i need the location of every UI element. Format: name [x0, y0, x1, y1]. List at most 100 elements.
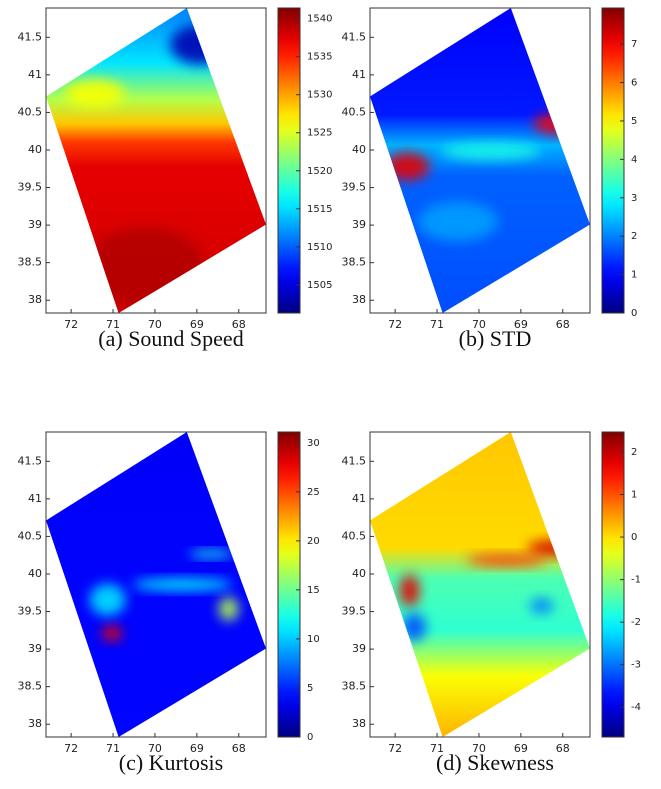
- x-tick-label: 68: [556, 742, 570, 755]
- colorbar-tick-label: 4: [631, 154, 637, 165]
- x-tick-label: 71: [430, 742, 444, 755]
- y-tick-label: 39.5: [18, 605, 43, 618]
- x-tick-label: 69: [190, 742, 204, 755]
- colorbar-tick-label: 1505: [307, 280, 332, 291]
- field: [370, 432, 590, 737]
- y-tick-label: 38: [352, 717, 366, 730]
- field-feature: [218, 596, 239, 621]
- y-tick-label: 41: [352, 492, 366, 505]
- field-feature: [102, 625, 122, 642]
- caption: (b) STD: [459, 326, 532, 351]
- x-tick-label: 71: [106, 318, 120, 331]
- field-feature: [189, 550, 233, 558]
- colorbar-tick-label: 1515: [307, 204, 332, 215]
- colorbar-tick-label: 5: [631, 116, 637, 127]
- colorbar-tick-label: -2: [631, 617, 641, 628]
- colorbar-tick-label: 1520: [307, 166, 332, 177]
- colorbar-tick-label: 1510: [307, 242, 332, 253]
- y-tick-label: 38.5: [18, 680, 43, 693]
- y-tick-label: 40.5: [18, 105, 43, 118]
- colorbar-tick-label: -1: [631, 575, 641, 586]
- colorbar-tick-label: 2: [631, 231, 637, 242]
- panel: 72 71 70 69 68 38 38.5 39 39.5 40 40.5 41 41.5 -4 -3 -2…: [342, 431, 641, 775]
- colorbar-tick-label: 1535: [307, 52, 332, 63]
- x-tick-label: 71: [430, 318, 444, 331]
- y-tick-label: 39: [28, 218, 42, 231]
- panel: 72 71 70 69 68 38 38.5 39 39.5 40 40.5 41 41.5 0 5 10 15…: [18, 431, 320, 775]
- field: [46, 8, 266, 313]
- y-tick-label: 41: [28, 68, 42, 81]
- x-tick-label: 72: [64, 742, 78, 755]
- colorbar: [277, 431, 301, 738]
- y-tick-label: 41.5: [18, 454, 43, 467]
- y-tick-label: 39: [352, 218, 366, 231]
- y-tick-label: 39.5: [18, 181, 43, 194]
- colorbar: [277, 7, 301, 314]
- field-feature: [466, 554, 547, 567]
- field-feature: [85, 227, 205, 308]
- colorbar-tick-label: 10: [307, 634, 320, 645]
- colorbar-tick-label: 0: [307, 732, 313, 743]
- field-feature: [170, 24, 230, 65]
- colorbar-tick-label: 20: [307, 536, 320, 547]
- colorbar-tick-label: 25: [307, 487, 320, 498]
- colorbar-tick-label: 15: [307, 585, 320, 596]
- x-tick-label: 69: [190, 318, 204, 331]
- x-tick-label: 72: [388, 742, 402, 755]
- y-tick-label: 40.5: [18, 529, 43, 542]
- colorbar-tick-label: 7: [631, 39, 637, 50]
- y-tick-label: 40: [28, 567, 42, 580]
- x-tick-label: 71: [106, 742, 120, 755]
- field-feature: [527, 539, 587, 556]
- y-tick-label: 41.5: [18, 30, 43, 43]
- panel: 72 71 70 69 68 38 38.5 39 39.5 40 40.5 41 41.5 0 1 2 3 4 5…: [342, 7, 637, 351]
- y-tick-label: 41.5: [342, 30, 367, 43]
- field-feature: [441, 143, 541, 160]
- x-tick-label: 70: [472, 742, 486, 755]
- colorbar-tick-label: 3: [631, 193, 637, 204]
- colorbar-tick-label: -4: [631, 702, 641, 713]
- y-tick-label: 39: [352, 642, 366, 655]
- y-tick-label: 38.5: [342, 680, 367, 693]
- y-tick-label: 40: [352, 567, 366, 580]
- x-tick-label: 72: [388, 318, 402, 331]
- x-tick-label: 70: [148, 742, 162, 755]
- field-feature: [529, 597, 554, 614]
- y-tick-label: 40: [352, 143, 366, 156]
- plot-frame: [369, 7, 591, 314]
- plot-frame: [45, 7, 267, 314]
- y-tick-label: 39.5: [342, 181, 367, 194]
- colorbar-tick-label: 0: [631, 532, 637, 543]
- plot-frame: [369, 431, 591, 738]
- x-tick-label: 68: [232, 742, 246, 755]
- x-tick-label: 69: [514, 318, 528, 331]
- y-tick-label: 38.5: [342, 256, 367, 269]
- colorbar: [601, 431, 625, 738]
- x-tick-label: 68: [232, 318, 246, 331]
- y-tick-label: 40.5: [342, 529, 367, 542]
- colorbar-tick-label: 1: [631, 270, 637, 281]
- caption: (d) Skewness: [436, 750, 554, 775]
- x-tick-label: 70: [148, 318, 162, 331]
- y-tick-label: 38: [28, 717, 42, 730]
- field-feature: [418, 201, 498, 242]
- field: [46, 432, 266, 737]
- y-tick-label: 38: [352, 293, 366, 306]
- colorbar-tick-label: 1540: [307, 14, 332, 25]
- y-tick-label: 41: [28, 492, 42, 505]
- colorbar-tick-label: 2: [631, 447, 637, 458]
- y-tick-label: 39.5: [342, 605, 367, 618]
- y-tick-label: 39: [28, 642, 42, 655]
- y-tick-label: 40.5: [342, 105, 367, 118]
- field-feature: [385, 152, 430, 181]
- colorbar-tick-label: 30: [307, 438, 320, 449]
- colorbar-tick-label: 6: [631, 78, 637, 89]
- colorbar: [601, 7, 625, 314]
- y-tick-label: 38: [28, 293, 42, 306]
- y-tick-label: 41.5: [342, 454, 367, 467]
- y-tick-label: 40: [28, 143, 42, 156]
- plot-frame: [45, 431, 267, 738]
- colorbar-tick-label: 1525: [307, 128, 332, 139]
- x-tick-label: 69: [514, 742, 528, 755]
